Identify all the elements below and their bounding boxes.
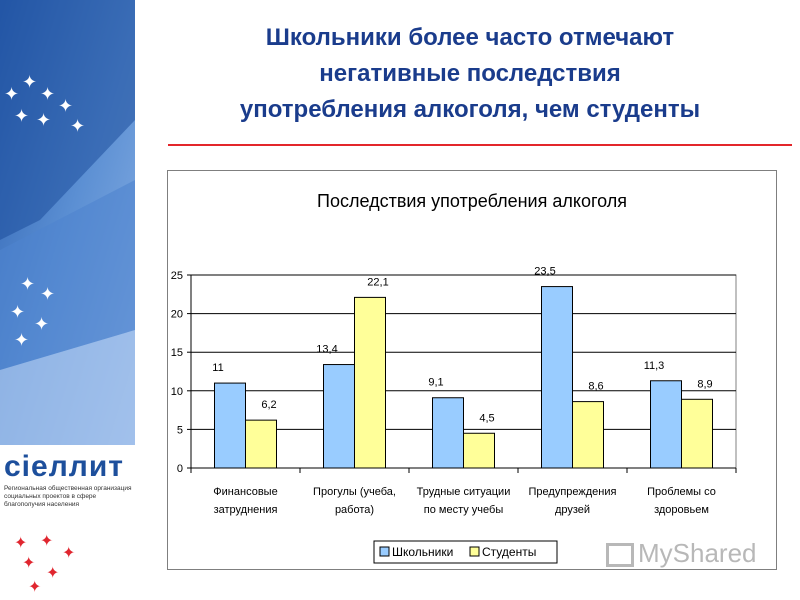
star-icon: ✦: [46, 563, 59, 582]
star-icon: ✦: [28, 577, 41, 596]
x-category-label: Прогулы (учеба,: [313, 486, 396, 498]
slide-title-line: употребления алкоголя, чем студенты: [239, 96, 701, 123]
data-label: 6,2: [261, 399, 276, 411]
x-category-label: друзей: [555, 504, 590, 516]
logo-wordmark: сiеллит: [4, 450, 124, 483]
star-icon: ✦: [34, 314, 49, 335]
slide-title-line: негативные последствия: [319, 60, 621, 87]
bar-series-2: [572, 401, 604, 469]
star-icon: ✦: [14, 533, 27, 552]
legend-label: Школьники: [392, 545, 453, 559]
x-category-label: затруднения: [214, 504, 278, 516]
presentation-icon: [606, 543, 634, 568]
x-category-label: Проблемы со: [647, 486, 716, 498]
data-label: 13,4: [316, 344, 337, 356]
y-tick-label: 20: [171, 309, 183, 321]
star-icon: ✦: [62, 543, 75, 562]
data-label: 22,1: [367, 276, 388, 288]
star-icon: ✦: [20, 274, 35, 295]
x-category-label: Предупреждения: [529, 486, 617, 498]
logo-subtitle-line: Региональная общественная организация: [4, 485, 132, 492]
data-label: 8,9: [697, 378, 712, 390]
star-icon: ✦: [22, 72, 37, 93]
star-icon: ✦: [14, 106, 29, 127]
y-tick-label: 10: [171, 386, 183, 398]
bar-series-2: [245, 419, 277, 469]
sidebar-decoration: ✦ ✦ ✦ ✦ ✦ ✦ ✦ ✦ ✦ ✦ ✦ ✦ ✦ ✦ ✦ ✦ ✦ ✦ сiел…: [0, 0, 135, 600]
bar-series-2: [463, 432, 495, 469]
legend-swatch-series-1: [379, 546, 390, 557]
x-category-label: Трудные ситуации: [417, 486, 511, 498]
star-icon: ✦: [22, 553, 35, 572]
slide-title: Школьники более часто отмечают негативны…: [150, 20, 790, 128]
logo-subtitle-line: социальных проектов в сфере: [4, 493, 97, 500]
legend-label: Студенты: [482, 545, 536, 559]
bar-series-1: [323, 364, 355, 469]
star-icon: ✦: [4, 84, 19, 105]
x-category-label: здоровьем: [654, 504, 709, 516]
bar-series-1: [432, 397, 464, 469]
watermark-text: MyShared: [638, 538, 757, 568]
y-tick-label: 5: [177, 424, 183, 436]
data-label: 4,5: [479, 412, 494, 424]
bar-series-1: [214, 382, 246, 469]
chart-frame: Последствия употребления алкоголя 0 5 10 15 2…: [167, 170, 777, 570]
legend-box: [373, 540, 558, 564]
bar-chart: Последствия употребления алкоголя 0 5 10 15 2…: [171, 191, 737, 564]
logo-subtitle-line: благополучия населения: [4, 501, 80, 508]
x-category-label: по месту учебы: [424, 504, 504, 516]
legend-swatch-series-2: [469, 546, 480, 557]
data-label: 8,6: [588, 381, 603, 393]
y-tick-label: 0: [177, 463, 183, 475]
star-icon: ✦: [14, 330, 29, 351]
chart-title: Последствия употребления алкоголя: [317, 191, 627, 211]
data-label: 11: [212, 362, 223, 374]
star-icon: ✦: [40, 284, 55, 305]
data-label: 9,1: [428, 377, 443, 389]
x-category-label: работа): [335, 504, 374, 516]
data-label: 11,3: [644, 360, 665, 372]
y-tick-label: 15: [171, 347, 183, 359]
star-icon: ✦: [40, 531, 53, 550]
watermark: MyShared: [606, 538, 757, 569]
bar-series-1: [650, 380, 682, 469]
star-icon: ✦: [40, 84, 55, 105]
y-tick-label: 25: [171, 270, 183, 282]
title-underline: [168, 144, 792, 146]
sidebar-background: ✦ ✦ ✦ ✦ ✦ ✦ ✦ ✦ ✦ ✦ ✦ ✦ ✦ ✦ ✦ ✦ ✦ ✦: [0, 0, 135, 600]
bar-series-2: [354, 296, 386, 469]
organization-logo: сiеллит Региональная общественная органи…: [4, 452, 132, 509]
star-icon: ✦: [58, 96, 73, 117]
bar-series-1: [541, 286, 573, 469]
star-icon: ✦: [36, 110, 51, 131]
slide-title-line: Школьники более часто отмечают: [265, 24, 675, 51]
star-icon: ✦: [10, 302, 25, 323]
bar-series-2: [681, 398, 713, 469]
star-icon: ✦: [70, 116, 85, 137]
x-category-label: Финансовые: [213, 486, 277, 498]
logo-subtitle: Региональная общественная организация со…: [4, 485, 132, 509]
data-label: 23,5: [534, 266, 555, 278]
